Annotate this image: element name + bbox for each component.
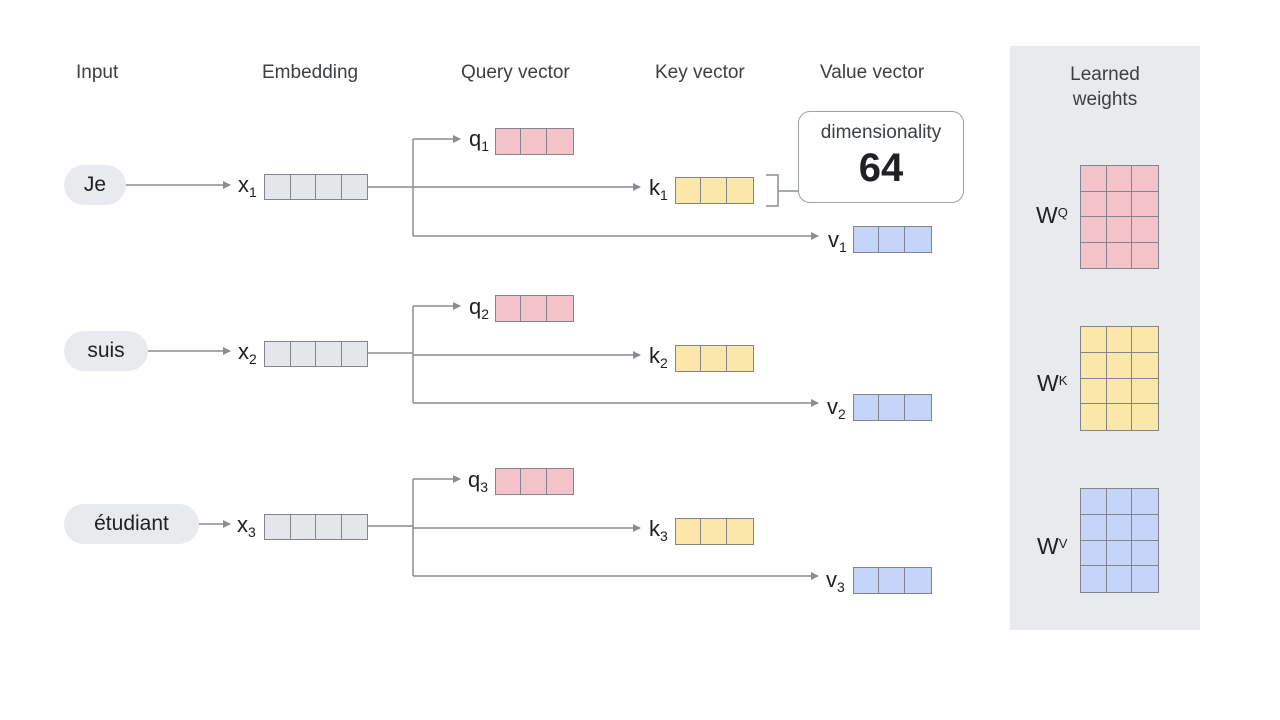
weight-matrix-k xyxy=(1080,326,1159,431)
token-suis: suis xyxy=(64,331,148,371)
query-label-2: q2 xyxy=(469,294,490,322)
value-label-2: v2 xyxy=(827,394,846,422)
weight-label-k: WK xyxy=(1037,370,1068,396)
key-label-1: k1 xyxy=(649,175,668,203)
key-label-3: k3 xyxy=(649,516,668,544)
header-value-vector: Value vector xyxy=(820,62,925,83)
token-je: Je xyxy=(64,165,126,205)
weight-label-v: WV xyxy=(1037,533,1068,559)
value-label-1: v1 xyxy=(828,227,847,255)
value-vector-1 xyxy=(853,226,932,253)
learned-weights-title: Learned weights xyxy=(1070,64,1140,110)
key-label-2: k2 xyxy=(649,343,668,371)
value-vector-2 xyxy=(853,394,932,421)
query-vector-1 xyxy=(495,128,574,155)
value-vector-3 xyxy=(853,567,932,594)
key-vector-1 xyxy=(675,177,754,204)
header-query-vector: Query vector xyxy=(461,62,570,83)
embedding-vector-2 xyxy=(264,341,368,367)
query-vector-2 xyxy=(495,295,574,322)
key-vector-3 xyxy=(675,518,754,545)
weight-matrix-q xyxy=(1080,165,1159,269)
header-embedding: Embedding xyxy=(262,62,359,83)
dimensionality-value: 64 xyxy=(858,146,904,190)
header-key-vector: Key vector xyxy=(655,62,745,83)
embedding-vector-1 xyxy=(264,174,368,200)
embedding-label-2: x2 xyxy=(238,339,257,367)
token-etudiant: étudiant xyxy=(64,504,199,544)
weight-label-q: WQ xyxy=(1036,202,1068,228)
embedding-label-1: x1 xyxy=(238,172,257,200)
dimensionality-callout: dimensionality 64 xyxy=(798,111,964,203)
embedding-vector-3 xyxy=(264,514,368,540)
embedding-label-3: x3 xyxy=(237,512,256,540)
key-vector-2 xyxy=(675,345,754,372)
dimension-bracket xyxy=(766,174,779,207)
value-label-3: v3 xyxy=(826,567,845,595)
dimensionality-label: dimensionality xyxy=(820,122,942,143)
query-vector-3 xyxy=(495,468,574,495)
header-input: Input xyxy=(76,62,119,83)
query-label-3: q3 xyxy=(468,467,489,495)
weight-matrix-v xyxy=(1080,488,1159,593)
query-label-1: q1 xyxy=(469,126,490,154)
